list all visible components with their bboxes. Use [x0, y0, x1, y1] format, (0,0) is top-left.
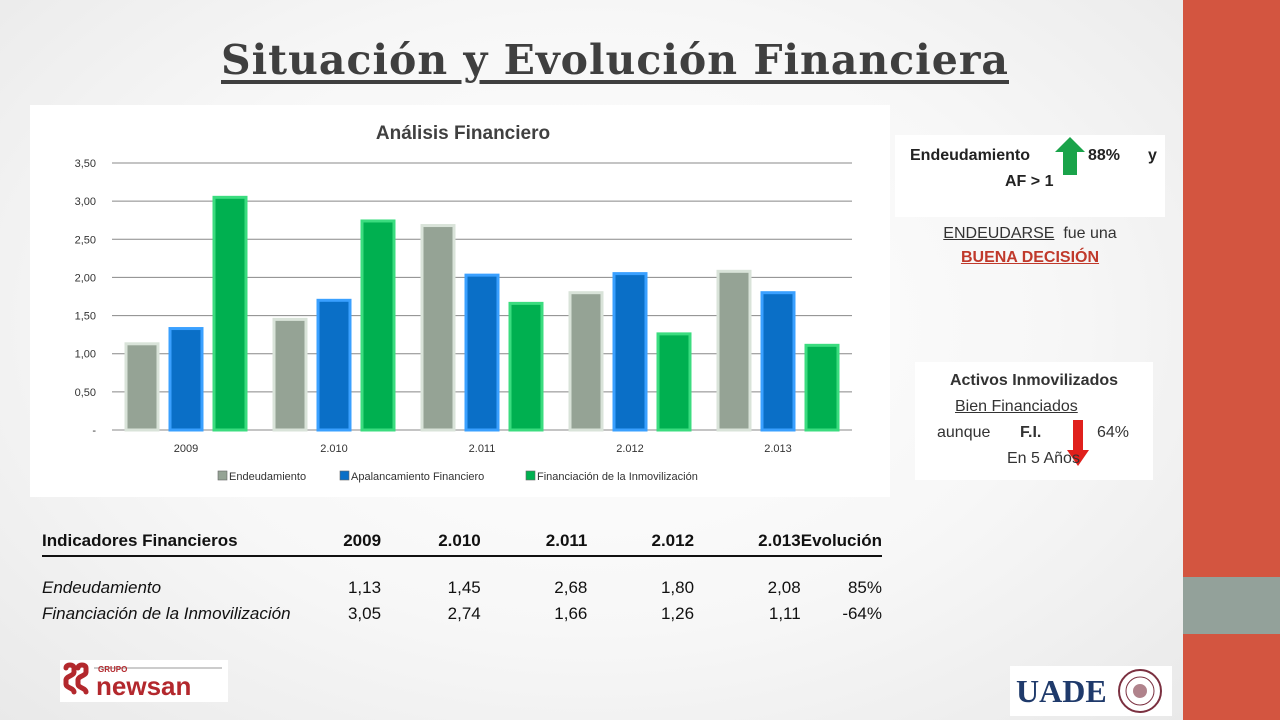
decision-word: ENDEUDARSE	[943, 225, 1055, 242]
assets-note-fi: F.I.	[1020, 424, 1042, 441]
slide-title: Situación y Evolución Financiera	[221, 36, 1009, 84]
table-header: 2009	[291, 527, 382, 557]
table-cell: Financiación de la Inmovilización	[42, 604, 291, 623]
debt-note-percent: 88%	[1088, 147, 1121, 164]
side-bar-red-bottom	[1183, 634, 1280, 720]
chart-bar	[760, 291, 796, 432]
x-tick-label: 2.013	[764, 443, 792, 455]
svg-text:UADE: UADE	[1016, 673, 1107, 709]
y-tick-label: 3,00	[75, 196, 96, 208]
side-bar-gray	[1183, 577, 1280, 634]
table-header: 2.011	[480, 527, 588, 557]
chart-bar	[804, 343, 840, 432]
bar-chart: Análisis Financiero - 0,50 1,00 1,50 2,00 2,5…	[30, 105, 890, 497]
debt-note-box: Endeudamiento 88% y AF > 1	[895, 135, 1165, 217]
table-cell: -64%	[842, 604, 882, 623]
table-header: 2.013	[694, 527, 801, 557]
newsan-logo: GRUPO newsan	[60, 660, 228, 702]
debt-note-label: Endeudamiento	[910, 147, 1031, 164]
table-cell: 3,05	[347, 604, 382, 623]
arrow-down-icon	[1067, 420, 1089, 466]
chart-bar	[212, 195, 248, 432]
assets-note-line1: Activos Inmovilizados	[949, 372, 1119, 389]
side-bar-red	[1183, 0, 1280, 577]
chart-bar	[716, 269, 752, 432]
chart-bar	[272, 317, 308, 432]
assets-note-aunque: aunque	[937, 424, 991, 441]
assets-note-percent: 64%	[1097, 424, 1130, 441]
y-tick-label: 0,50	[75, 387, 96, 399]
chart-bar	[316, 298, 352, 432]
table-cell: 1,26	[660, 604, 695, 623]
table-cell: 1,13	[347, 578, 382, 597]
table-cell: 2,68	[554, 578, 588, 597]
table-cell: 1,45	[447, 578, 481, 597]
indicators-table: Indicadores Financieros 2009 2.010 2.011…	[42, 527, 882, 627]
arrow-up-icon	[1055, 137, 1085, 175]
assets-note-line4: En 5 Años	[1007, 450, 1080, 467]
chart-title: Análisis Financiero	[376, 123, 550, 144]
y-tick-label: 2,50	[75, 234, 96, 246]
table-header-row: Indicadores Financieros 2009 2.010 2.011…	[42, 527, 882, 557]
chart-bar	[360, 219, 396, 432]
legend-swatch	[525, 470, 536, 481]
y-tick-label: 1,50	[75, 311, 96, 323]
decision-rest: fue una	[1063, 225, 1117, 242]
chart-bar	[464, 273, 500, 432]
legend-label: Endeudamiento	[229, 471, 306, 483]
x-tick-label: 2.012	[616, 443, 644, 455]
chart-bar	[124, 342, 160, 432]
chart-bar	[420, 224, 456, 432]
legend-swatch	[339, 470, 350, 481]
table-header: 2.010	[381, 527, 481, 557]
table-cell: 1,66	[554, 604, 588, 623]
chart-bar	[612, 272, 648, 432]
table-header: 2.012	[587, 527, 695, 557]
table-cell: Endeudamiento	[42, 578, 162, 597]
svg-text:newsan: newsan	[96, 671, 191, 701]
debt-note-line2: AF > 1	[1005, 173, 1054, 190]
assets-note-line2: Bien Financiados	[955, 398, 1078, 415]
uade-logo: UADE	[1010, 666, 1172, 716]
assets-note-box: Activos Inmovilizados Bien Financiados a…	[915, 362, 1153, 480]
chart-bar	[568, 291, 604, 432]
debt-note-y: y	[1148, 147, 1157, 164]
svg-text:GRUPO: GRUPO	[98, 665, 127, 674]
table-header: Indicadores Financieros	[42, 527, 292, 557]
table-cell: 1,80	[660, 578, 695, 597]
chart-bar	[508, 301, 544, 432]
x-tick-label: 2.010	[320, 443, 348, 455]
decision-buena: BUENA DECISIÓN	[960, 249, 1100, 266]
y-tick-label: 2,00	[75, 272, 96, 284]
chart-bar	[656, 332, 692, 432]
decision-text: ENDEUDARSE fue una BUENA DECISIÓN	[895, 222, 1165, 270]
table-cell: 85%	[847, 578, 882, 597]
table-header: Evolución	[800, 527, 882, 557]
y-tick-label: -	[92, 425, 96, 437]
table-row: Endeudamiento 1,13 1,45 2,68 1,80 2,08 8…	[42, 575, 882, 601]
legend-label: Apalancamiento Financiero	[351, 471, 484, 483]
x-tick-label: 2.011	[469, 443, 496, 455]
table-cell: 2,08	[767, 578, 801, 597]
y-tick-label: 1,00	[75, 349, 96, 361]
chart-bar	[168, 327, 204, 432]
x-tick-label: 2009	[174, 443, 198, 455]
table-cell: 2,74	[447, 604, 481, 623]
legend-swatch	[217, 470, 228, 481]
y-tick-label: 3,50	[75, 158, 96, 170]
table-row: Financiación de la Inmovilización 3,05 2…	[42, 601, 882, 627]
table-cell: 1,11	[768, 604, 801, 623]
legend-label: Financiación de la Inmovilización	[537, 471, 698, 483]
